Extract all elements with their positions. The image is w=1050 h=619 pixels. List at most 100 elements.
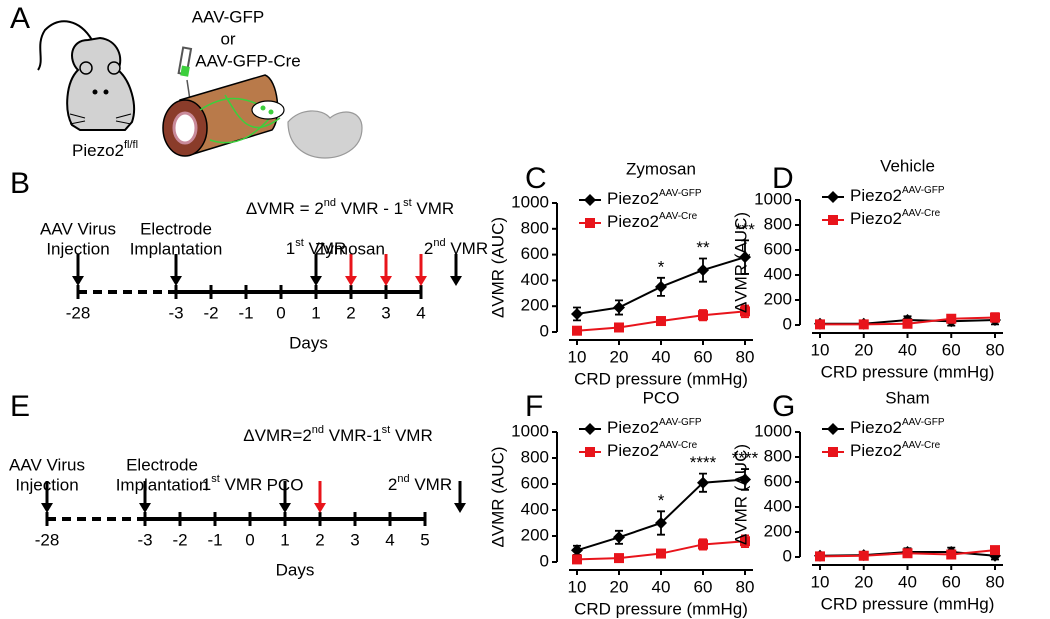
marker: [613, 531, 625, 544]
y-tick-label: 0: [540, 551, 549, 570]
y-tick-label: 200: [764, 289, 792, 308]
y-tick-label: 0: [783, 546, 792, 565]
marker: [656, 548, 666, 559]
formula-part: ΔVMR=2: [243, 426, 312, 445]
arrow-head: [450, 276, 462, 286]
marker: [858, 319, 869, 330]
y-tick-label: 400: [764, 496, 792, 515]
marker: [827, 423, 839, 435]
x-tick-label: 80: [736, 577, 755, 596]
significance-label: *: [658, 491, 665, 510]
timeline-xlabel: Days: [289, 333, 328, 352]
event-label: 2nd VMR: [388, 473, 452, 495]
legend-label-part: Piezo2: [607, 418, 659, 437]
x-tick-label: 80: [986, 572, 1005, 591]
chart-title: Vehicle: [880, 156, 935, 175]
significance-label: *: [658, 257, 665, 276]
timeline-tick-label: 3: [350, 530, 359, 549]
arrow-head: [380, 276, 392, 286]
x-tick-label: 20: [854, 572, 873, 591]
panel-label: D: [772, 162, 794, 195]
y-axis-label: ΔVMR (AUC): [488, 446, 507, 547]
event-label: AAV Virus: [9, 455, 85, 474]
y-tick-label: 1000: [754, 421, 792, 440]
x-tick-label: 40: [898, 340, 917, 359]
event-label-sup: st: [295, 237, 304, 249]
marker: [656, 316, 666, 327]
drg-cell: [268, 109, 274, 115]
arrow-head: [415, 276, 427, 286]
timeline-tick-label: -3: [168, 303, 183, 322]
legend-label-sup: AAV-GFP: [659, 417, 702, 428]
marker: [584, 423, 596, 435]
panel-label: B: [10, 167, 30, 200]
timeline-tick-label: -28: [66, 303, 91, 322]
marker: [858, 550, 869, 561]
legend-label: Piezo2AAV-GFP: [607, 417, 702, 438]
timeline-tick-label: -2: [172, 530, 187, 549]
event-label-part: VMR: [410, 475, 453, 494]
legend-label-part: Piezo2: [607, 189, 659, 208]
formula-part: VMR-1: [324, 426, 382, 445]
marker: [946, 313, 957, 324]
vector-label: AAV-GFP: [192, 7, 264, 26]
formula-part: VMR: [412, 199, 455, 218]
x-tick-label: 60: [694, 347, 713, 366]
legend-label: Piezo2AAV-GFP: [850, 417, 945, 438]
arrow-head: [345, 276, 357, 286]
event-label-part: 1: [286, 239, 295, 258]
significance-label: ****: [732, 449, 759, 468]
arrow-head: [279, 503, 291, 513]
legend-label-sup: AAV-Cre: [659, 211, 698, 222]
marker: [655, 280, 667, 293]
marker: [827, 191, 839, 203]
drg: [251, 100, 285, 120]
y-axis-label: ΔVMR (AUC): [731, 444, 750, 545]
x-tick-label: 10: [568, 577, 587, 596]
y-tick-label: 0: [540, 321, 549, 340]
legend-label-part: Piezo2: [850, 418, 902, 437]
chart-title: PCO: [643, 388, 680, 407]
timeline-tick-label: 2: [346, 303, 355, 322]
y-tick-label: 800: [521, 218, 549, 237]
timeline-tick-label: -1: [238, 303, 253, 322]
event-label: 2nd VMR: [424, 237, 488, 259]
timeline-tick-label: 0: [276, 303, 285, 322]
timeline-tick-label: -3: [137, 530, 152, 549]
formula-sup: st: [382, 424, 391, 436]
syringe-gfp: [180, 65, 190, 77]
whiskers: [69, 113, 132, 125]
y-tick-label: 800: [764, 446, 792, 465]
timeline-tick-label: 1: [311, 303, 320, 322]
event-label: Zymosan: [315, 239, 385, 258]
y-tick-label: 800: [521, 447, 549, 466]
marker: [572, 325, 582, 336]
marker: [698, 539, 708, 550]
y-tick-label: 600: [521, 244, 549, 263]
event-label-part: 2: [388, 475, 397, 494]
legend-label: Piezo2AAV-Cre: [850, 440, 941, 461]
marker: [614, 553, 624, 564]
mouse-label: Piezo2fl/fl: [72, 139, 138, 161]
colon-lumen: [172, 111, 198, 145]
legend-label-part: Piezo2: [850, 209, 902, 228]
x-tick-label: 10: [811, 572, 830, 591]
arrow-head: [139, 503, 151, 513]
legend-label: Piezo2AAV-Cre: [607, 211, 698, 232]
arrow-head: [170, 276, 182, 286]
timeline-tick-label: 4: [416, 303, 425, 322]
event-label-part: VMR: [220, 475, 263, 494]
marker: [571, 307, 583, 320]
marker: [815, 551, 825, 562]
mouse-tail: [37, 20, 93, 71]
x-tick-label: 10: [568, 347, 587, 366]
timeline-tick-label: 2: [315, 530, 324, 549]
arrow-head: [454, 503, 466, 513]
y-tick-label: 400: [764, 264, 792, 283]
spinal-cord: [287, 110, 363, 159]
x-tick-label: 20: [610, 577, 629, 596]
marker: [697, 476, 709, 489]
panel-label: F: [525, 390, 543, 423]
legend-label-sup: AAV-GFP: [902, 185, 945, 196]
